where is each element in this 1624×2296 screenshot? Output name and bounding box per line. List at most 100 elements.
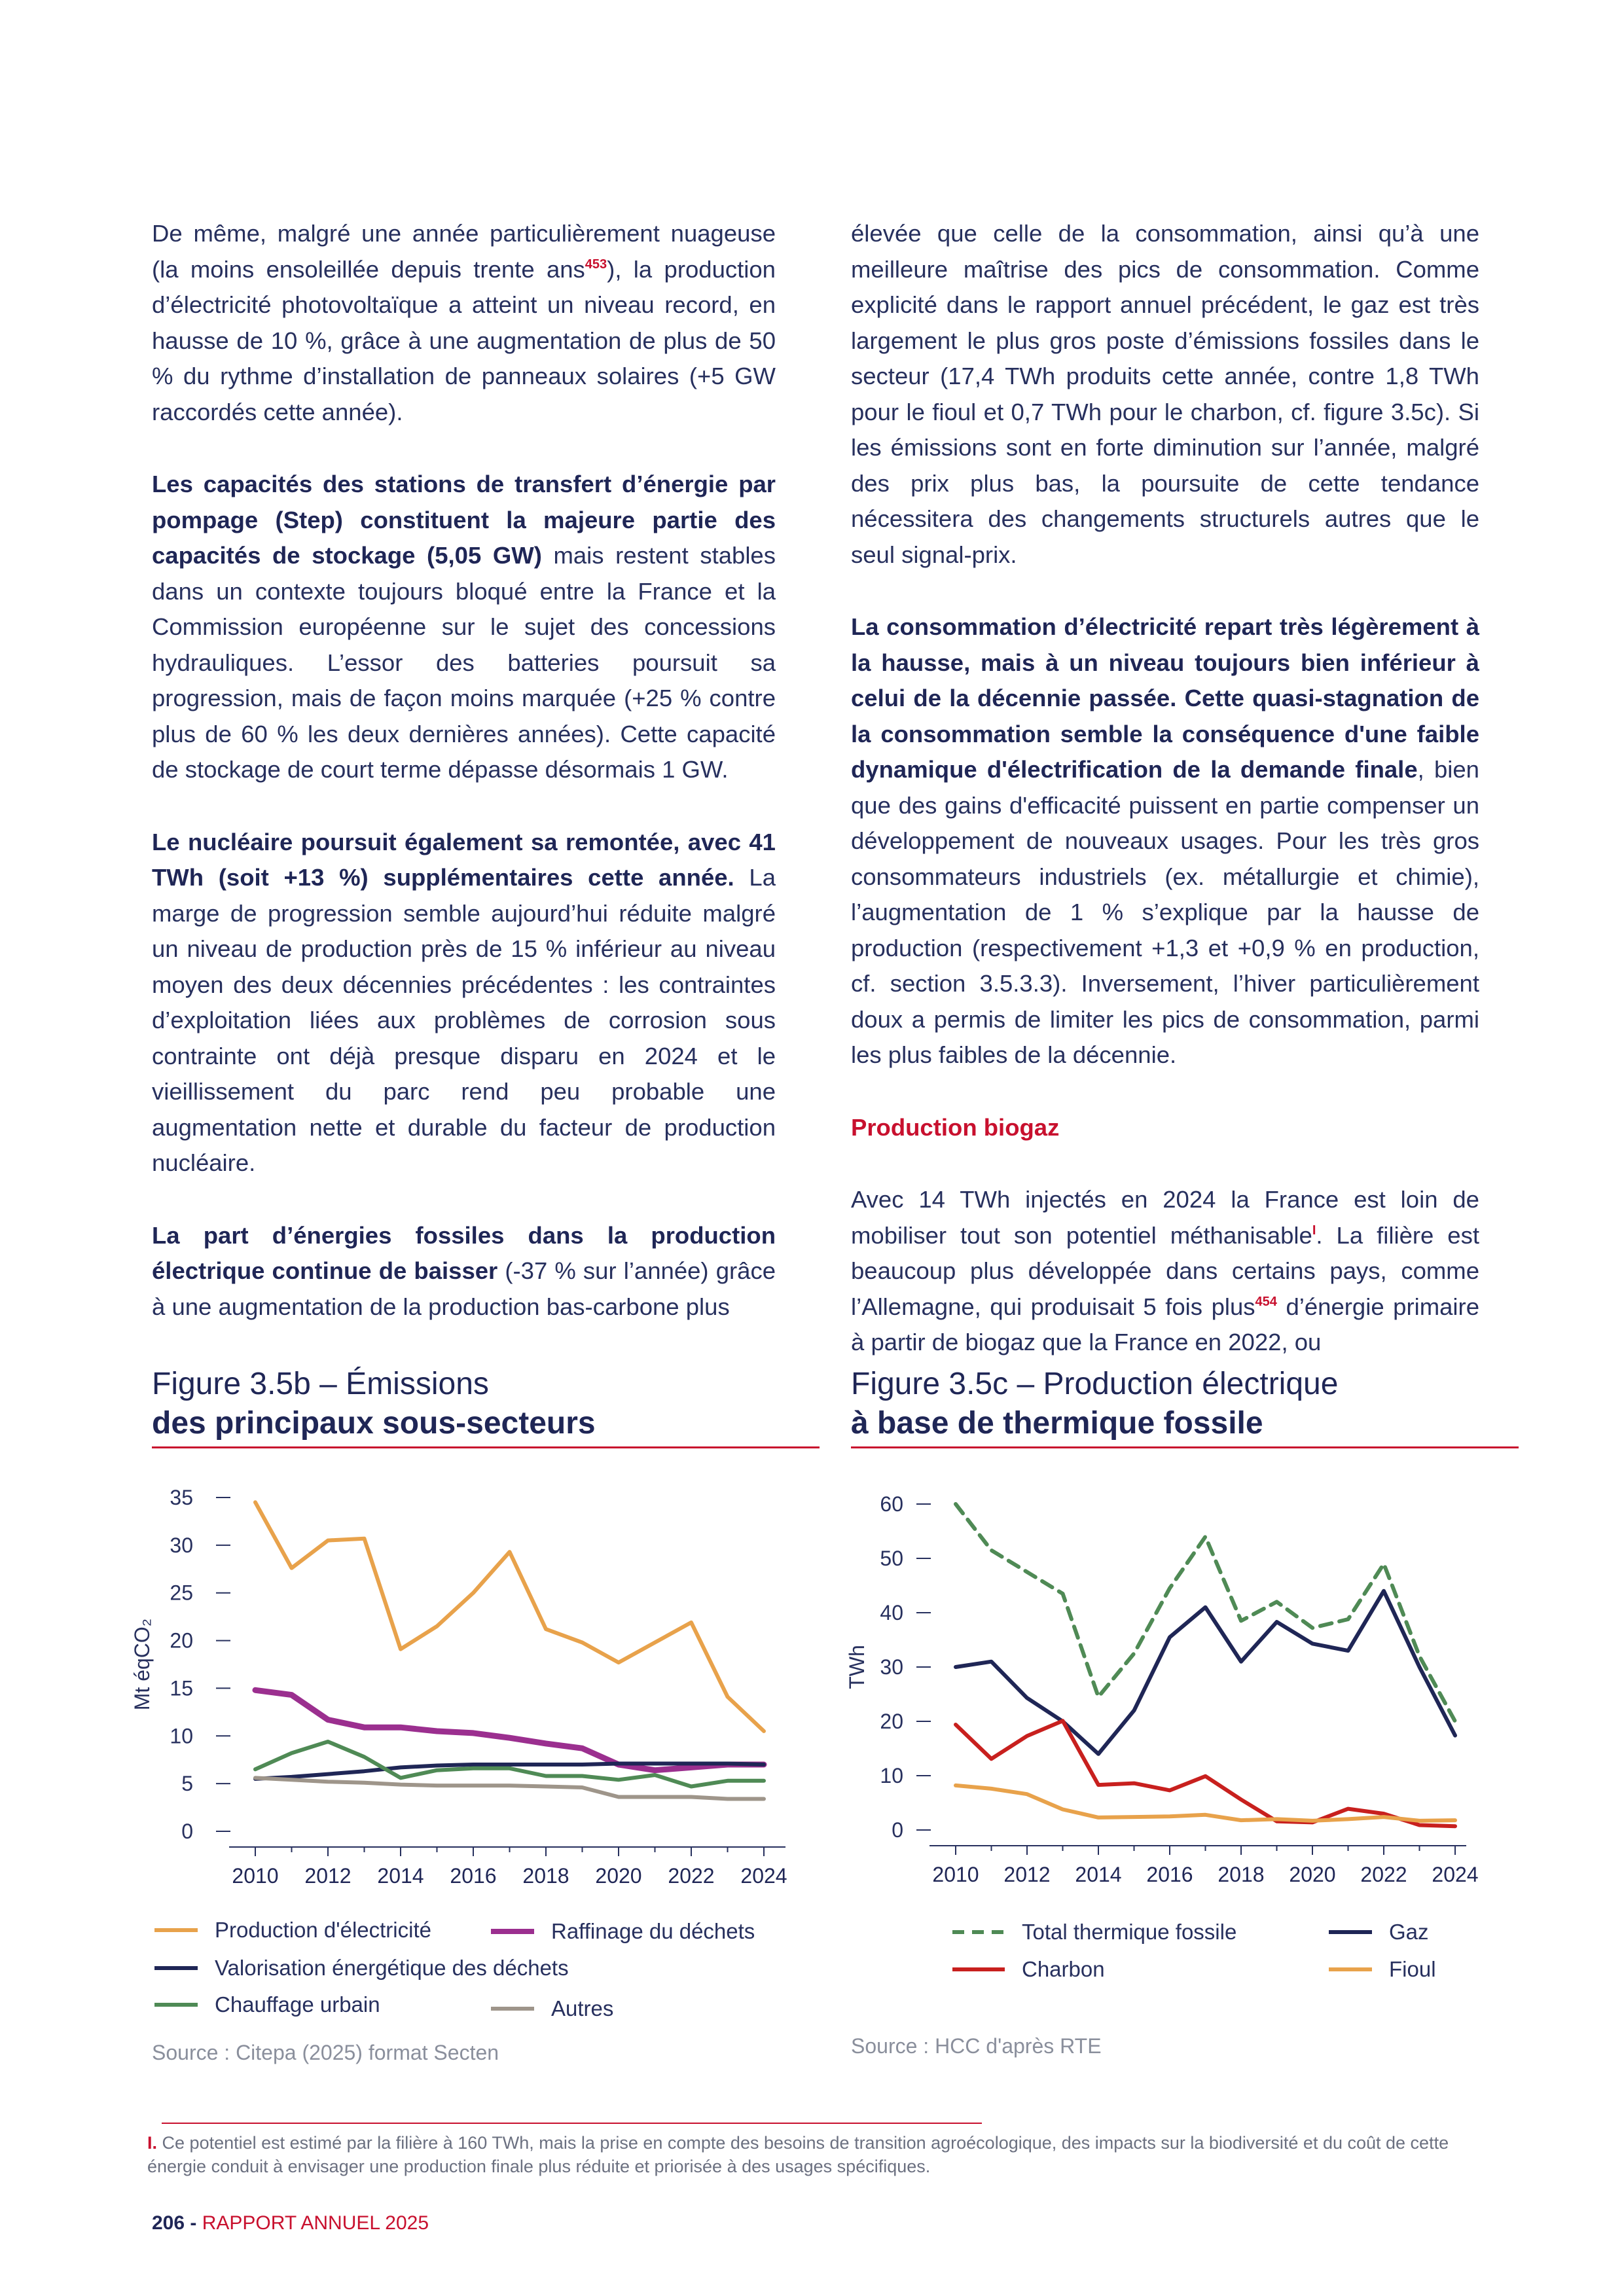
x-tick-label: 2022 <box>1360 1863 1407 1886</box>
para-text: ), la production d’électricité photovolt… <box>152 255 776 425</box>
legend-item: Raffinage du déchets <box>491 1919 755 1944</box>
right-text-column: élevée que celle de la consommation, ain… <box>851 216 1479 1361</box>
footnote-ref[interactable]: 454 <box>1255 1294 1277 1309</box>
legend-label: Autres <box>551 1996 614 2020</box>
y-axis-label: TWh <box>845 1645 869 1689</box>
legend-swatch <box>1329 1967 1372 1971</box>
y-tick-label: 30 <box>880 1655 903 1679</box>
y-tick-label: 20 <box>880 1710 903 1733</box>
x-tick-label: 2012 <box>1003 1863 1050 1886</box>
y-tick-label: 60 <box>880 1492 903 1516</box>
figure-b-title-line2: des principaux sous-secteurs <box>152 1406 596 1441</box>
series-line <box>253 1776 766 1801</box>
y-tick-label: 35 <box>170 1486 193 1509</box>
para-lead: Les capacités des stations de transfert … <box>152 471 776 569</box>
page-number: 206 - <box>152 2212 197 2234</box>
figure-b-source: Source : Citepa (2025) format Secten <box>152 2041 499 2064</box>
legend-swatch <box>952 1967 1005 1971</box>
legend-swatch <box>491 1929 534 1934</box>
paragraph-gas: élevée que celle de la consommation, ain… <box>851 216 1479 573</box>
legend-label: Production d'électricité <box>215 1918 431 1942</box>
legend-item: Production d'électricité <box>154 1918 431 1943</box>
para-text: mais restent stables dans un contexte to… <box>152 542 776 783</box>
figure-c-rule <box>851 1446 1519 1448</box>
legend-item: Chauffage urbain <box>154 1992 380 2017</box>
paragraph-biogas: Avec 14 TWh injectés en 2024 la France e… <box>851 1182 1479 1361</box>
footnote: I. Ce potentiel est estimé par la filièr… <box>147 2131 1496 2178</box>
series-line <box>252 1687 767 1774</box>
legend-label: Gaz <box>1389 1920 1429 1944</box>
paragraph-storage: Les capacités des stations de transfert … <box>152 467 776 788</box>
y-tick-label: 10 <box>170 1724 193 1748</box>
figure-c-source: Source : HCC d'après RTE <box>851 2034 1102 2058</box>
para-text: La marge de progression semble aujourd’h… <box>152 864 776 1176</box>
legend-label: Charbon <box>1022 1957 1105 1981</box>
left-text-column: De même, malgré une année particulièreme… <box>152 216 776 1325</box>
x-tick-label: 2018 <box>1218 1863 1264 1886</box>
legend-label: Valorisation énergétique des déchets <box>215 1956 569 1980</box>
para-lead: Le nucléaire poursuit également sa remon… <box>152 828 776 891</box>
series-line <box>954 1588 1457 1756</box>
figure-c-title: Figure 3.5c – Production électrique à ba… <box>851 1365 1338 1443</box>
x-tick-label: 2022 <box>668 1864 714 1888</box>
para-text: Avec 14 TWh injectés en 2024 la France e… <box>851 1186 1479 1249</box>
y-tick-label: 5 <box>181 1772 193 1795</box>
figure-c-title-line1: Figure 3.5c – Production électrique <box>851 1367 1339 1401</box>
x-tick-label: 2010 <box>232 1864 278 1888</box>
figure-b-rule <box>152 1446 820 1448</box>
y-tick-label: 50 <box>880 1547 903 1570</box>
x-tick-label: 2020 <box>595 1864 641 1888</box>
x-tick-label: 2012 <box>304 1864 351 1888</box>
legend-item: Gaz <box>1329 1920 1429 1945</box>
y-tick-label: 0 <box>181 1820 193 1843</box>
paragraph-photovoltaic: De même, malgré une année particulièreme… <box>152 216 776 430</box>
legend-label: Raffinage du déchets <box>551 1919 755 1943</box>
legend-item: Total thermique fossile <box>952 1920 1236 1945</box>
report-title: RAPPORT ANNUEL 2025 <box>202 2212 429 2234</box>
para-lead: La consommation d’électricité repart trè… <box>851 613 1479 783</box>
series-line <box>253 1740 766 1789</box>
paragraph-consumption: La consommation d’électricité repart trè… <box>851 609 1479 1073</box>
y-tick-label: 15 <box>170 1676 193 1700</box>
y-tick-label: 0 <box>892 1818 903 1842</box>
footnote-text: Ce potentiel est estimé par la filière à… <box>147 2133 1449 2176</box>
paragraph-nuclear: Le nucléaire poursuit également sa remon… <box>152 825 776 1181</box>
figure-b-title-line1: Figure 3.5b – Émissions <box>152 1367 489 1401</box>
y-tick-label: 20 <box>170 1629 193 1653</box>
series-line <box>253 1500 766 1733</box>
para-text: d’énergie primaire à partir de biogaz qu… <box>851 1293 1479 1356</box>
legend-item: Fioul <box>1329 1957 1436 1982</box>
legend-swatch <box>491 2007 534 2011</box>
y-axis-label: Mt éqCO₂ <box>131 1619 154 1710</box>
series-line <box>253 1761 766 1781</box>
x-tick-label: 2014 <box>1075 1863 1121 1886</box>
figure-c-chart: 0 10 20 30 40 50 60 2010 2012 2014 2016 2018 2020 202… <box>845 1492 1479 1886</box>
y-tick-label: 30 <box>170 1534 193 1557</box>
legend-swatch <box>154 1928 198 1932</box>
subhead-biogas: Production biogaz <box>851 1113 1060 1141</box>
x-tick-label: 2020 <box>1289 1863 1335 1886</box>
page-footer: 206 - RAPPORT ANNUEL 2025 <box>152 2212 429 2234</box>
legend-label: Total thermique fossile <box>1022 1920 1237 1944</box>
para-text: , bien que des gains d'efficacité puisse… <box>851 756 1479 1068</box>
x-tick-label: 2014 <box>377 1864 424 1888</box>
para-text: élevée que celle de la consommation, ain… <box>851 220 1479 568</box>
x-tick-label: 2010 <box>932 1863 979 1886</box>
series-line <box>954 1783 1457 1823</box>
footnote-rule <box>162 2123 982 2124</box>
legend-label: Fioul <box>1389 1957 1436 1981</box>
footnote-mark: I. <box>147 2133 158 2153</box>
footnote-ref[interactable]: I <box>1312 1223 1316 1238</box>
legend-item: Charbon <box>952 1957 1105 1982</box>
figure-c-title-line2: à base de thermique fossile <box>851 1406 1263 1441</box>
y-tick-label: 10 <box>880 1764 903 1787</box>
legend-item: Valorisation énergétique des déchets <box>154 1956 569 1981</box>
para-text: (-37 % sur l’année) grâce à une augmenta… <box>152 1257 776 1320</box>
footnote-ref[interactable]: 453 <box>585 257 607 272</box>
legend-swatch <box>952 1930 1005 1934</box>
series-line <box>954 1719 1457 1829</box>
y-tick-label: 25 <box>170 1581 193 1605</box>
x-tick-label: 2016 <box>450 1864 496 1888</box>
legend-item: Autres <box>491 1996 613 2021</box>
figure-b-chart: 0 5 10 15 20 25 30 35 2010 2012 2014 2016 2018 2020 20… <box>131 1486 787 1888</box>
